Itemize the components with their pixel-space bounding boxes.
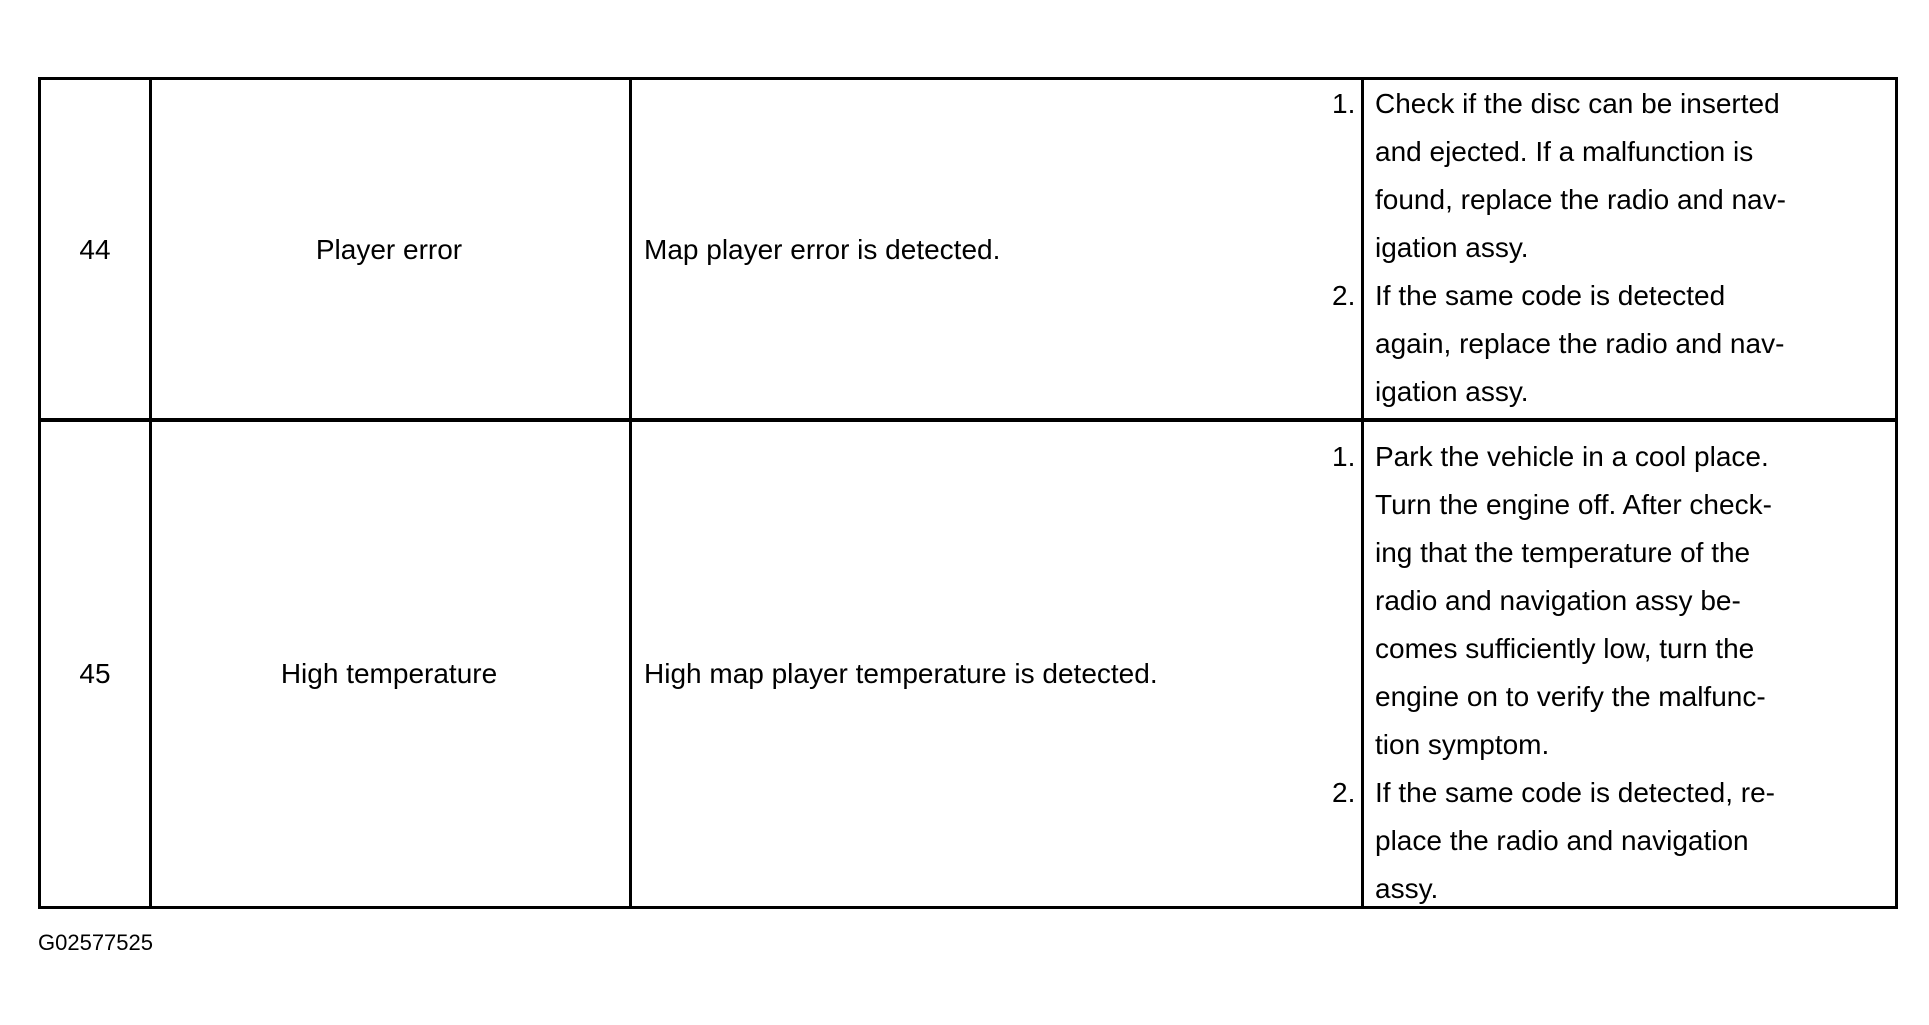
row-44-steps: 1. Check if the disc can be inserted and… xyxy=(1332,80,1786,416)
row-44-code: 44 xyxy=(79,234,111,265)
row-45-title: High temperature xyxy=(280,658,498,689)
row-45-detection: High map player temperature is detected. xyxy=(644,658,1158,689)
row-44-detection: Map player error is detected. xyxy=(644,234,1001,265)
step: 2. If the same code is detected again, r… xyxy=(1332,280,1785,407)
column-divider xyxy=(149,80,152,906)
row-44-title: Player error xyxy=(315,234,463,265)
column-divider xyxy=(629,80,632,906)
row-45-code: 45 xyxy=(79,658,111,689)
step: 1. Park the vehicle in a cool place. Tur… xyxy=(1332,441,1772,760)
row-divider xyxy=(41,418,1895,422)
dtc-table xyxy=(38,77,1898,909)
row-45-steps: 1. Park the vehicle in a cool place. Tur… xyxy=(1332,433,1775,913)
step: 2. If the same code is detected, re- pla… xyxy=(1332,777,1775,904)
step: 1. Check if the disc can be inserted and… xyxy=(1332,88,1786,263)
column-divider xyxy=(1361,80,1364,906)
figure-id: G02577525 xyxy=(38,930,153,955)
